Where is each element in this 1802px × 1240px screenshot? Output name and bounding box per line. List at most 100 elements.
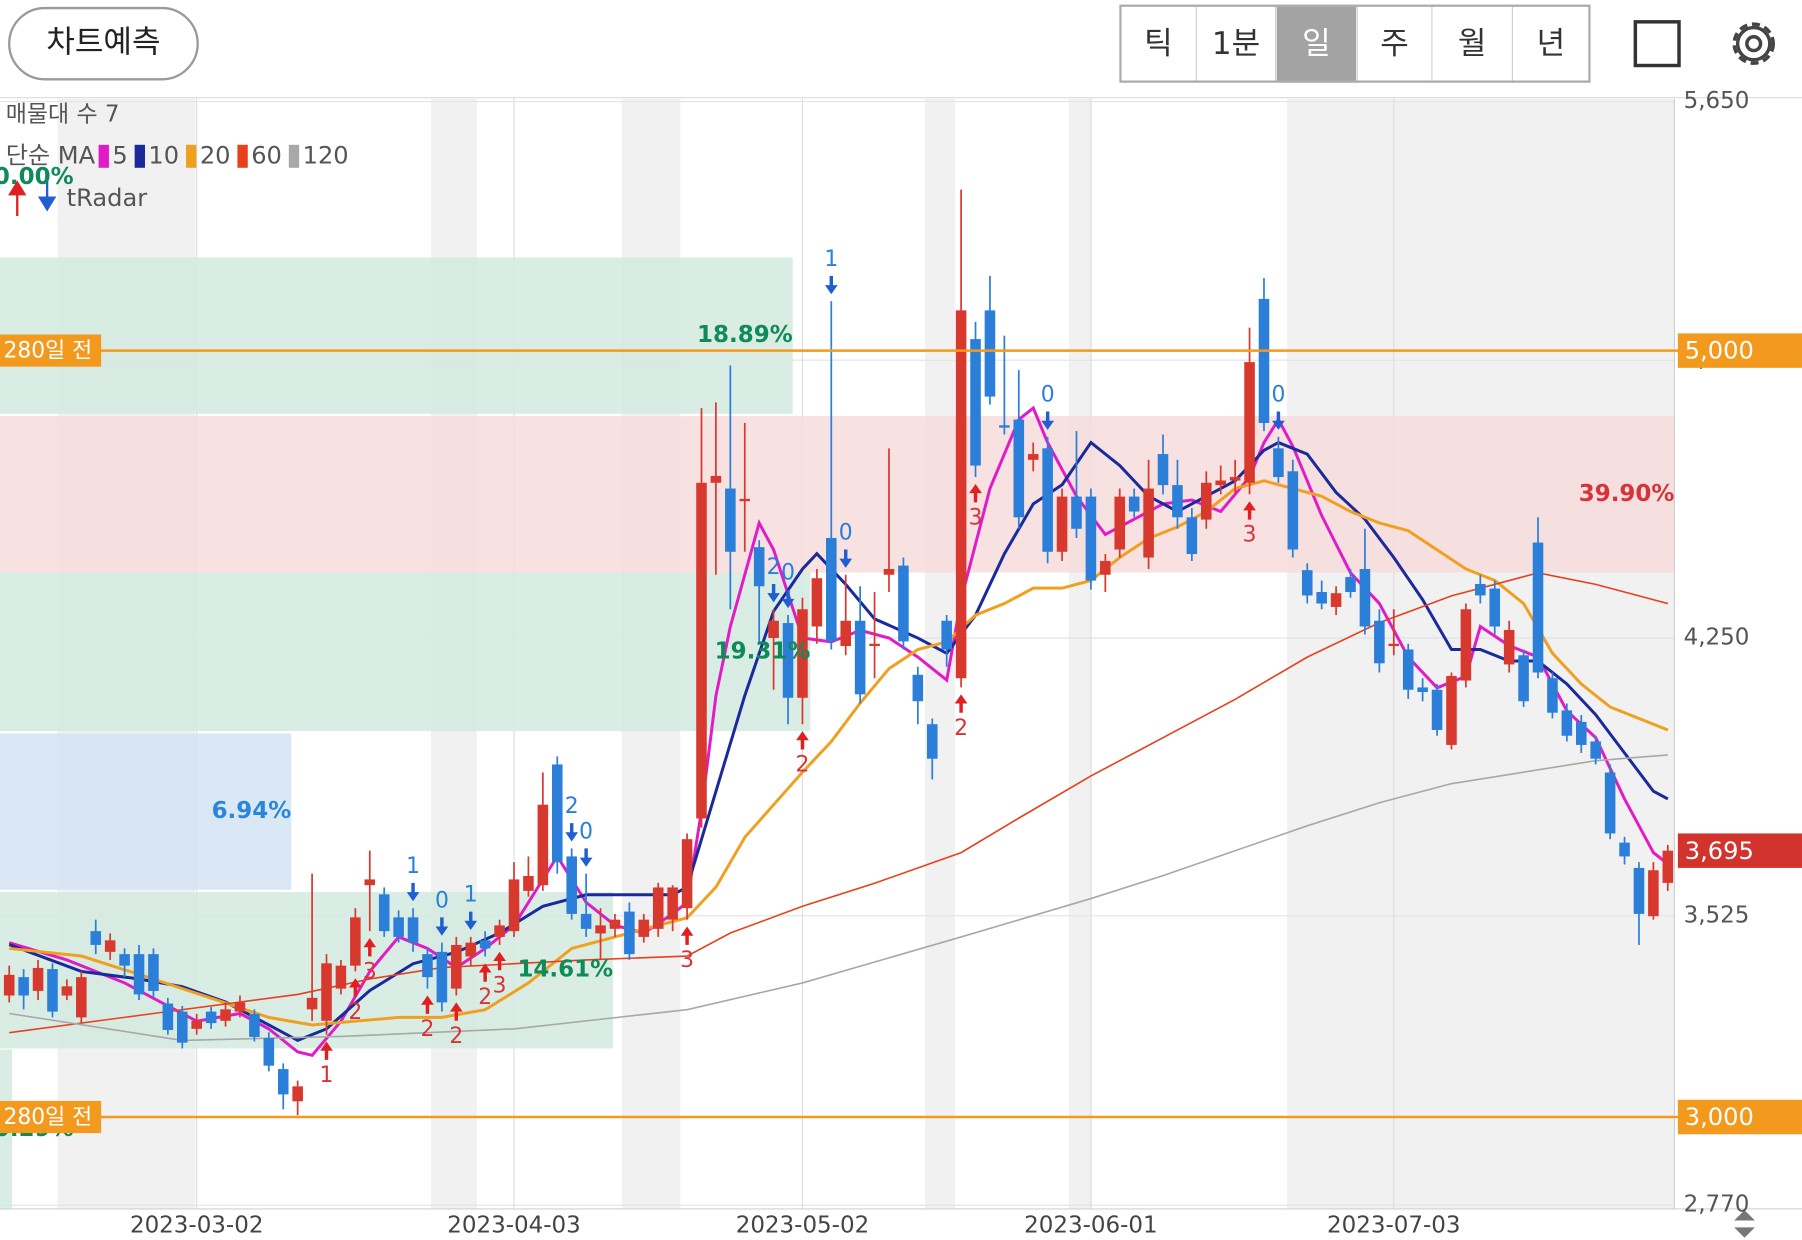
last-price-label: 3,695 (1685, 837, 1754, 865)
candle-body (551, 764, 563, 863)
candle-body (1460, 609, 1472, 681)
sell-signal-arrow (565, 823, 579, 842)
candle-body (782, 623, 794, 698)
candle-body (1489, 588, 1501, 627)
candle-body (18, 977, 29, 996)
candle-body (321, 963, 332, 1021)
buy-signal-arrow (796, 731, 809, 750)
candle-body (277, 1069, 289, 1095)
candle-body (609, 919, 621, 929)
candle-body (854, 620, 866, 695)
candle-body (1201, 482, 1212, 520)
last-price-box (1677, 833, 1802, 868)
candle-body (1662, 850, 1674, 883)
signals-title: tRadar (67, 184, 148, 212)
candle-body (234, 1002, 246, 1012)
candle-body (119, 954, 130, 966)
tab[interactable] (1276, 6, 1357, 81)
tab-label[interactable]: 주 (1380, 26, 1409, 62)
signal-count: 0 (579, 819, 593, 844)
ma-line (9, 479, 1669, 1027)
scroll-down (1734, 1227, 1755, 1238)
candle-body (1273, 448, 1284, 478)
candle-body (667, 887, 678, 920)
sell-signal-arrow (406, 882, 420, 902)
volume-zone (0, 257, 793, 414)
signal-count: 2 (421, 1017, 435, 1042)
tab-label[interactable]: 1분 (1212, 26, 1260, 62)
candle-body (1431, 689, 1443, 730)
volume-zone (0, 572, 811, 732)
tab[interactable] (1358, 6, 1431, 81)
signal-count: 2 (796, 753, 810, 778)
signal-count: 3 (1243, 523, 1257, 548)
candle-body (422, 954, 433, 978)
candle-body (1532, 542, 1544, 673)
signal-count: 0 (1041, 382, 1055, 407)
reference-name-box (0, 1100, 102, 1134)
predict-button[interactable] (8, 6, 199, 81)
candle-body (306, 997, 318, 1010)
candle-body (1056, 496, 1068, 552)
x-tick-label: 2023-07-03 (1327, 1213, 1460, 1239)
buy-signal-arrow (493, 951, 506, 971)
volume-zone (0, 416, 1675, 573)
candle-body (479, 940, 491, 949)
legend-label: 60 (251, 141, 282, 169)
candle-body (494, 925, 505, 937)
candle-body (378, 894, 390, 932)
signal-count: 1 (320, 1063, 334, 1088)
candle-body (148, 954, 159, 991)
legend-label: 5 (112, 141, 127, 169)
candle-body (811, 578, 823, 627)
candle-body (220, 1009, 231, 1021)
signal-count: 1 (464, 883, 478, 908)
settings-icon[interactable] (1732, 22, 1775, 65)
candle-body (1633, 867, 1645, 914)
signal-count: 2 (954, 716, 968, 741)
candle-body (638, 919, 650, 937)
candle-body (768, 620, 779, 638)
candle-body (1071, 496, 1082, 529)
gear-ring (1735, 25, 1772, 62)
candle-body (869, 643, 880, 647)
tab[interactable] (1121, 6, 1196, 81)
candle-body (191, 1020, 202, 1029)
candle-body (451, 944, 462, 989)
signal-count: 2 (348, 1000, 362, 1025)
candle-body (61, 986, 73, 996)
tab-label[interactable]: 년 (1537, 26, 1566, 62)
tab-label[interactable]: 월 (1458, 26, 1487, 62)
candle-body (1042, 448, 1053, 552)
candle-body (1143, 488, 1154, 558)
reference-value: 3,000 (1685, 1103, 1754, 1131)
zone-label: 39.90% (1579, 481, 1675, 507)
candle-body (47, 969, 58, 1012)
candle-body (1287, 471, 1299, 550)
band (1068, 98, 1092, 1209)
tab[interactable] (1433, 6, 1512, 81)
tab[interactable] (1197, 6, 1275, 81)
candle-body (883, 569, 895, 575)
candle-body (1330, 593, 1342, 607)
band (1287, 98, 1675, 1209)
sell-arrow-icon (37, 175, 57, 212)
gear-hub (1745, 35, 1763, 53)
tab[interactable] (1513, 6, 1589, 81)
tab-label[interactable]: 틱 (1144, 26, 1173, 62)
scroll-icon[interactable] (1734, 1210, 1755, 1238)
zone-label: 19.31% (715, 638, 811, 664)
buy-signal-arrow (363, 938, 377, 957)
legend-label: 20 (200, 141, 231, 169)
fullscreen-icon[interactable] (1633, 20, 1681, 68)
signal-count: 2 (449, 1024, 463, 1049)
buy-signal-arrow (349, 978, 362, 997)
predict-button-label[interactable]: 차트예측 (46, 25, 160, 61)
candle-body (393, 917, 404, 937)
candle-body (1575, 721, 1587, 745)
signal-count: 3 (493, 973, 507, 998)
gear-teeth (1732, 22, 1775, 65)
candle-body (1503, 629, 1515, 665)
tab-label[interactable]: 일 (1302, 26, 1331, 62)
